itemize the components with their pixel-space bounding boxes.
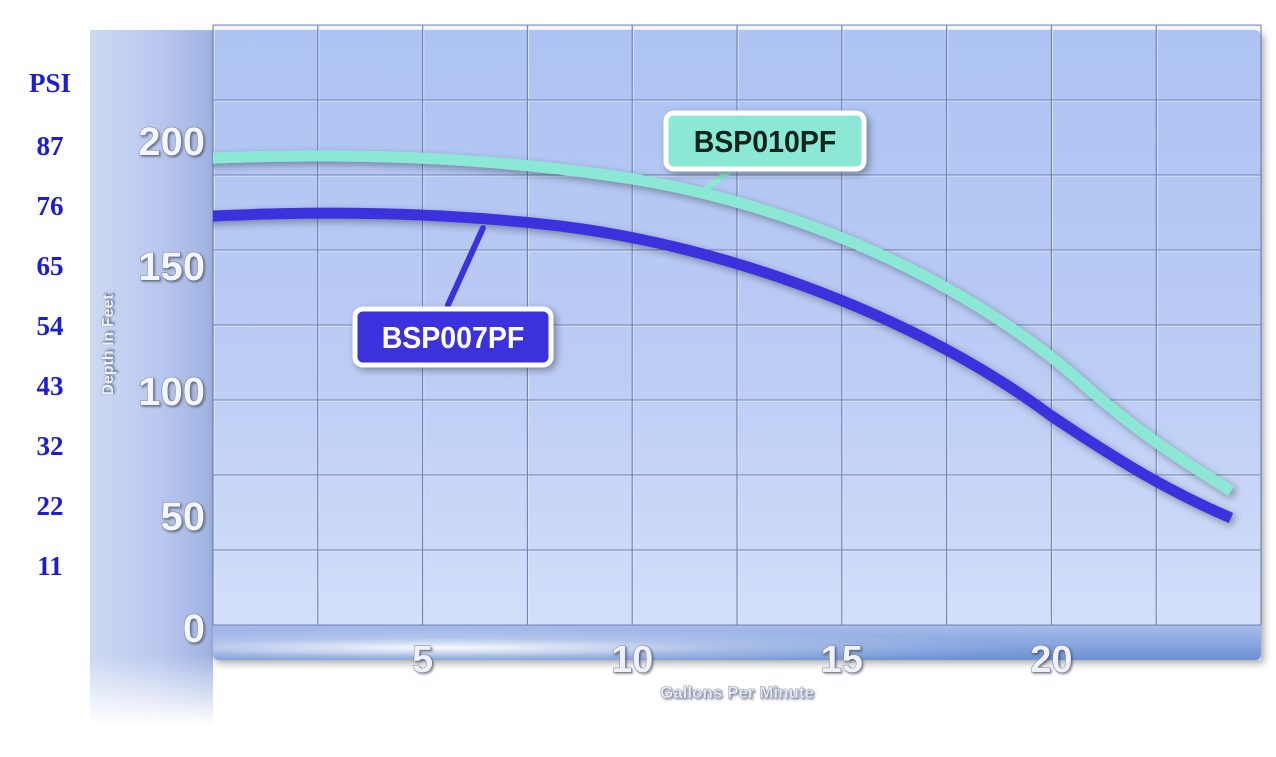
svg-text:54: 54 xyxy=(37,311,64,341)
svg-text:76: 76 xyxy=(37,191,64,221)
svg-text:Gallons Per Minute: Gallons Per Minute xyxy=(660,683,814,702)
svg-text:PSI: PSI xyxy=(29,68,71,98)
svg-text:22: 22 xyxy=(37,491,64,521)
svg-text:150: 150 xyxy=(138,245,205,289)
svg-text:100: 100 xyxy=(138,370,205,414)
svg-text:BSP007PF: BSP007PF xyxy=(382,321,525,355)
svg-text:43: 43 xyxy=(37,371,64,401)
svg-text:0: 0 xyxy=(183,607,205,651)
svg-text:15: 15 xyxy=(821,639,863,681)
svg-text:32: 32 xyxy=(37,431,64,461)
svg-text:50: 50 xyxy=(161,495,206,539)
svg-text:200: 200 xyxy=(138,120,205,164)
svg-text:Depth In Feet: Depth In Feet xyxy=(100,294,117,396)
svg-text:65: 65 xyxy=(37,251,64,281)
svg-text:11: 11 xyxy=(37,551,63,581)
svg-text:BSP010PF: BSP010PF xyxy=(694,125,837,159)
svg-text:20: 20 xyxy=(1030,639,1072,681)
svg-text:10: 10 xyxy=(611,639,653,681)
svg-text:5: 5 xyxy=(412,639,433,681)
svg-text:87: 87 xyxy=(37,131,64,161)
